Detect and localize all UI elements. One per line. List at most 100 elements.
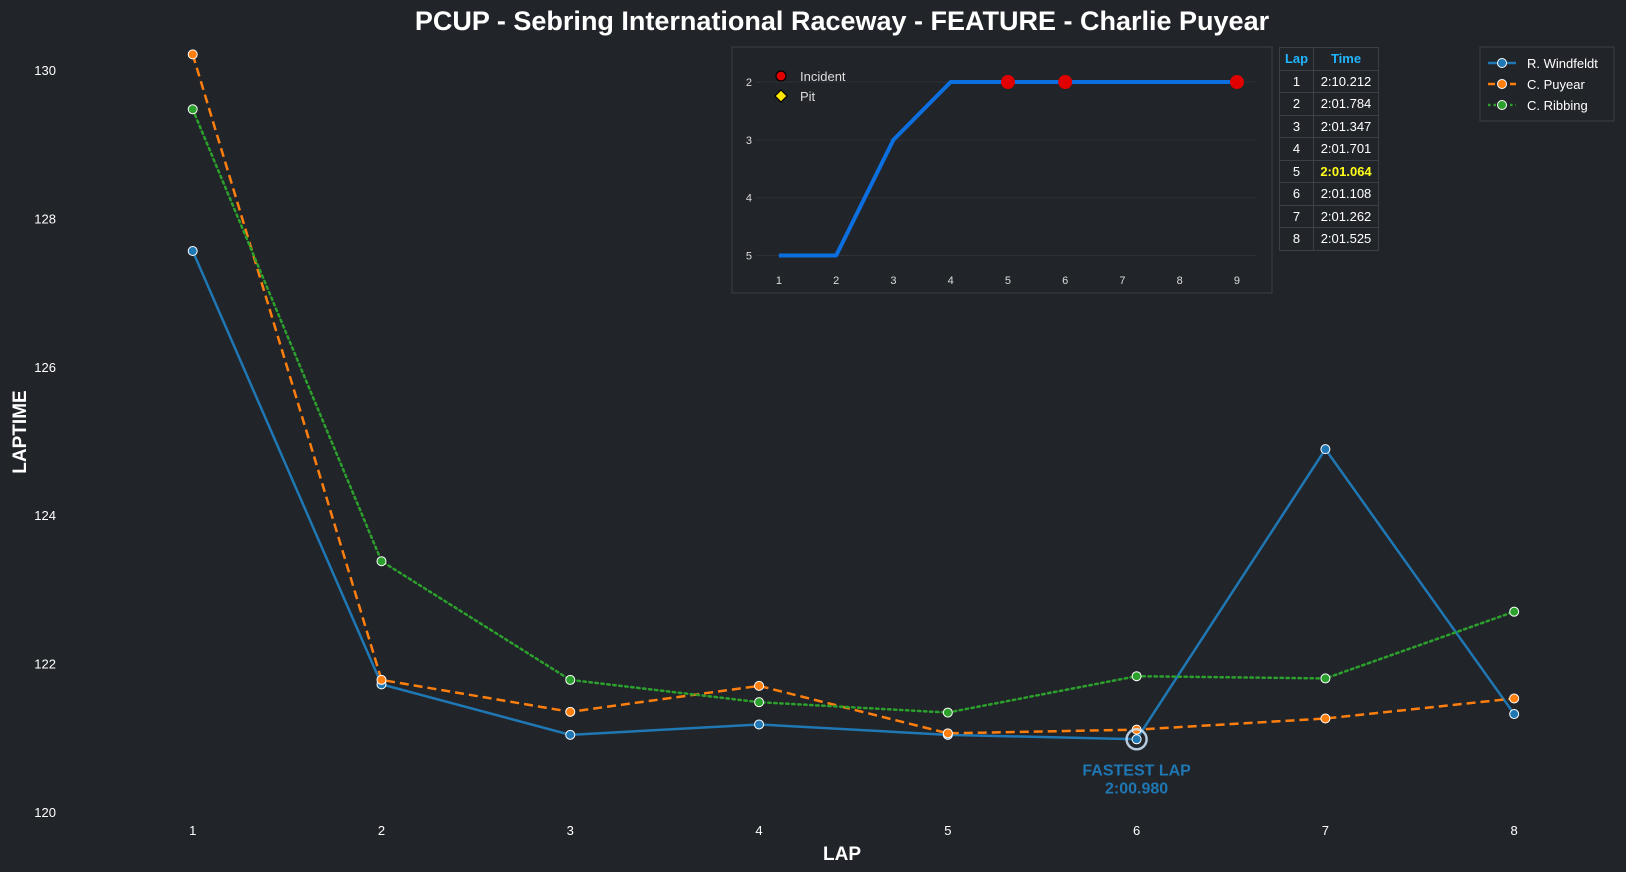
lap-number-cell: 1 (1279, 69, 1314, 93)
inset-x-tick-label: 5 (1005, 275, 1011, 287)
legend-marker (1497, 79, 1507, 89)
data-point-c-puyear (565, 706, 576, 717)
data-point-c-ribbing (376, 556, 387, 567)
y-tick-label: 122 (34, 657, 56, 672)
data-point-c-ribbing (1509, 606, 1520, 617)
x-tick-label: 4 (755, 823, 762, 838)
data-point-c-puyear (942, 728, 953, 739)
incident-marker (1000, 75, 1015, 90)
x-tick-label: 8 (1511, 823, 1518, 838)
inset-x-tick-label: 1 (776, 275, 782, 287)
series-line-c-ribbing (191, 108, 1516, 714)
lap-number-cell: 2 (1279, 92, 1314, 116)
lap-number-cell: 6 (1279, 182, 1314, 206)
fastest-lap-value: 2:00.980 (1105, 780, 1168, 797)
inset-x-tick-label: 4 (948, 275, 954, 287)
legend-entry-label: C. Puyear (1527, 77, 1585, 92)
position-inset-chart: 2 3 4 5 1 2 3 4 5 6 7 8 9 Incident Pit (731, 46, 1273, 294)
lap-time-cell: 2:01.064 (1313, 159, 1379, 183)
lap-time-cell: 2:01.108 (1313, 182, 1379, 206)
y-tick-label: 128 (34, 211, 56, 226)
legend-entry-label: R. Windfeldt (1527, 56, 1598, 71)
lap-table-row: 2 2:01.784 (1279, 92, 1379, 116)
legend-entry-label: C. Ribbing (1527, 98, 1588, 113)
incident-marker (1058, 75, 1073, 90)
series-line-c-puyear (191, 54, 1515, 735)
data-point-c-puyear (1320, 713, 1331, 724)
lap-table-row: 5 2:01.064 (1279, 159, 1379, 183)
inset-x-tick-label: 8 (1177, 275, 1183, 287)
lap-time-cell: 2:01.701 (1313, 137, 1379, 161)
lap-time-cell: 2:01.347 (1313, 114, 1379, 138)
lap-number-cell: 5 (1279, 159, 1314, 183)
inset-x-tick-label: 9 (1234, 275, 1240, 287)
incident-legend-label: Incident (800, 69, 846, 84)
data-point-r-windfeldt (754, 719, 765, 730)
x-tick-label: 5 (944, 823, 951, 838)
lap-number-cell: 3 (1279, 114, 1314, 138)
pit-legend-label: Pit (800, 89, 816, 104)
inset-frame (731, 46, 1273, 294)
data-point-r-windfeldt (565, 729, 576, 740)
lap-number-cell: 8 (1279, 227, 1314, 251)
x-tick-label: 7 (1322, 823, 1329, 838)
inset-x-tick-label: 3 (890, 275, 896, 287)
pit-legend-marker (774, 89, 788, 103)
data-point-c-ribbing (1131, 671, 1142, 682)
main-legend: R. Windfeldt C. Puyear C. Ribbing (1479, 46, 1615, 122)
lap-time-cell: 2:01.784 (1313, 92, 1379, 116)
main-series-points (187, 49, 1520, 745)
y-tick-label: 126 (34, 360, 56, 375)
inset-y-tick-label: 3 (746, 135, 752, 147)
y-tick-label: 120 (34, 805, 56, 820)
inset-legend: Incident Pit (774, 69, 846, 104)
lap-time-cell: 2:01.262 (1313, 204, 1379, 228)
data-point-r-windfeldt (187, 246, 198, 257)
lap-time-table: Lap Time 1 2:10.212 2 2:01.784 3 2:01.347 4 2:0… (1279, 47, 1379, 251)
x-tick-label: 2 (378, 823, 385, 838)
lap-time-cell: 2:01.525 (1313, 227, 1379, 251)
inset-y-tick-label: 5 (746, 251, 752, 263)
data-point-c-ribbing (754, 697, 765, 708)
fastest-lap-marker (1125, 728, 1148, 751)
data-point-r-windfeldt (1320, 444, 1331, 455)
x-tick-label: 3 (567, 823, 574, 838)
lap-number-cell: 4 (1279, 137, 1314, 161)
data-point-c-puyear (376, 674, 387, 685)
legend-marker (1497, 100, 1507, 110)
x-tick-label: 1 (189, 823, 196, 838)
chart-title: PCUP - Sebring International Raceway - F… (415, 6, 1270, 36)
y-axis-label: LAPTIME (10, 390, 31, 473)
data-point-c-puyear (1509, 693, 1520, 704)
data-point-c-puyear (187, 49, 198, 60)
data-point-c-ribbing (187, 104, 198, 115)
lap-table-row: 4 2:01.701 (1279, 137, 1379, 161)
data-point-r-windfeldt (1131, 734, 1142, 745)
y-tick-label: 124 (34, 508, 56, 523)
data-point-c-ribbing (942, 707, 953, 718)
incident-legend-marker (775, 70, 787, 82)
x-axis-label: LAP (823, 844, 861, 865)
data-point-c-ribbing (1320, 673, 1331, 684)
inset-y-tick-label: 4 (746, 193, 752, 205)
data-point-r-windfeldt (1509, 709, 1520, 720)
lap-table-row: 6 2:01.108 (1279, 182, 1379, 206)
inset-y-tick-label: 2 (746, 77, 752, 89)
lap-table-header: Lap Time (1279, 47, 1379, 71)
inset-axis-ticks: 2 3 4 5 1 2 3 4 5 6 7 8 9 (746, 77, 1240, 287)
lap-time-cell: 2:10.212 (1313, 69, 1379, 93)
inset-x-tick-label: 7 (1119, 275, 1125, 287)
main-series-lines (191, 54, 1516, 741)
x-tick-label: 6 (1133, 823, 1140, 838)
legend-marker (1497, 58, 1507, 68)
time-column-header: Time (1313, 47, 1379, 71)
inset-x-tick-label: 6 (1062, 275, 1068, 287)
lap-table-row: 8 2:01.525 (1279, 227, 1379, 251)
data-point-c-ribbing (565, 674, 576, 685)
lap-table-row: 1 2:10.212 (1279, 69, 1379, 93)
lap-number-cell: 7 (1279, 204, 1314, 228)
lap-column-header: Lap (1279, 47, 1314, 71)
lap-table-row: 3 2:01.347 (1279, 114, 1379, 138)
